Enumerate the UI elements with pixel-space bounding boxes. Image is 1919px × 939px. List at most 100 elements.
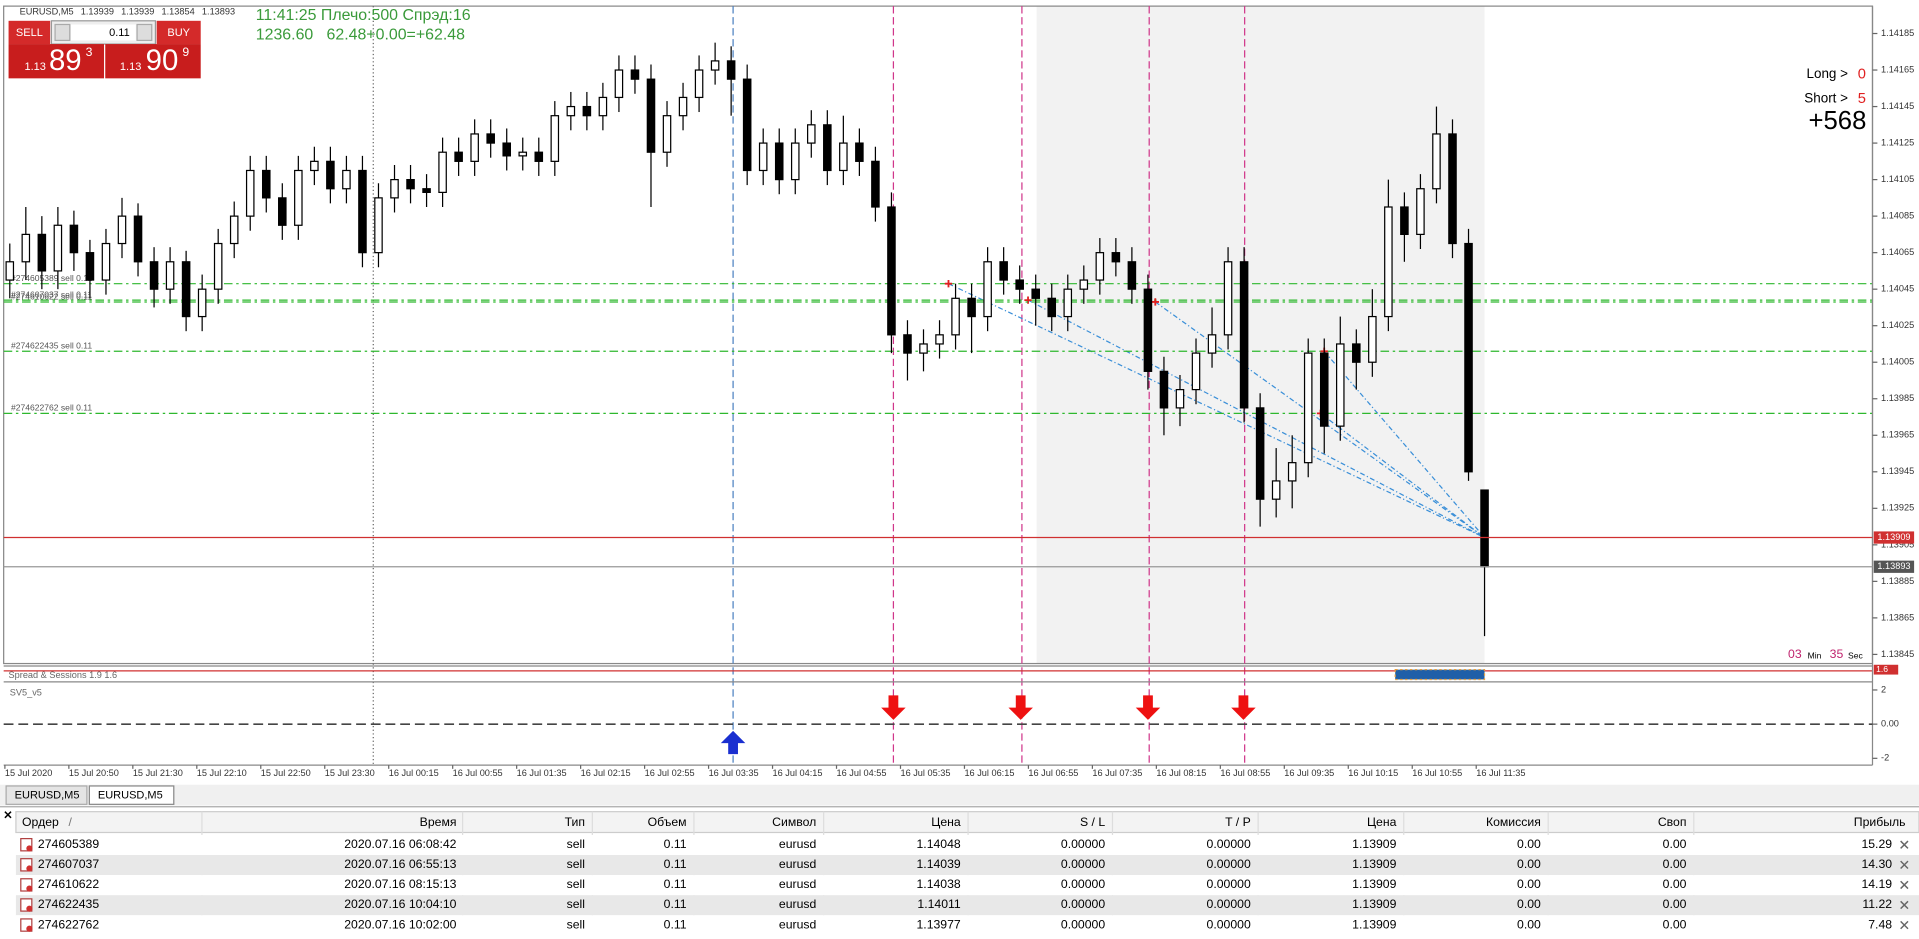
timer-unit: Sec: [1848, 650, 1863, 660]
session-bars: [1394, 669, 1486, 681]
candle-body: [1432, 133, 1441, 190]
x-tick-label: 16 Jul 05:35: [900, 768, 950, 778]
candle-body: [69, 224, 79, 254]
candle-body: [1271, 480, 1281, 500]
tab-label[interactable]: EURUSD,M5: [98, 790, 163, 802]
close-order[interactable]: [1900, 900, 1909, 910]
column-header: T / P: [1225, 815, 1251, 829]
x-tick-label: 15 Jul 23:30: [325, 768, 375, 778]
x-tick-label: 16 Jul 00:55: [453, 768, 503, 778]
candle-body: [614, 69, 624, 99]
table-row: [15, 834, 1919, 856]
table-row: [15, 855, 1919, 876]
candle-body: [1143, 288, 1153, 372]
y-tick-label: 0.00: [1881, 719, 1899, 729]
table-cell: 1.14039: [916, 857, 960, 871]
x-tick-label: 16 Jul 08:55: [1220, 768, 1270, 778]
y-tick-label: 1.13965: [1881, 430, 1914, 440]
candle-body: [903, 334, 912, 354]
column-header: Прибыль: [1854, 815, 1906, 829]
candle-body: [855, 142, 864, 162]
table-cell: eurusd: [779, 897, 817, 911]
close-order[interactable]: [1900, 920, 1909, 930]
candle-body: [117, 215, 127, 245]
buy-price[interactable]: [105, 44, 201, 79]
column-header: Ордер: [22, 815, 59, 829]
table-cell: sell: [567, 877, 585, 891]
tab-active[interactable]: [88, 785, 175, 805]
sell-button[interactable]: [8, 20, 51, 45]
table-cell: 0.00000: [1061, 917, 1105, 931]
order-label: #274605389 sell 0.11: [11, 273, 92, 283]
table-cell: 0.00000: [1061, 837, 1105, 851]
total-points: +568: [1809, 107, 1867, 135]
column-header: Своп: [1658, 815, 1687, 829]
candle-body: [1368, 315, 1377, 363]
table-cell: sell: [567, 857, 585, 871]
candle-body: [37, 233, 47, 272]
candle-body: [454, 151, 463, 162]
y-tick-label: 1.14085: [1881, 211, 1914, 221]
close-order[interactable]: [1900, 840, 1909, 849]
close-order[interactable]: [1900, 860, 1909, 870]
order-icon-dot: [26, 885, 33, 892]
lot-up[interactable]: [136, 23, 153, 42]
candle-body: [229, 215, 239, 245]
candle-body: [213, 242, 223, 290]
tab[interactable]: [5, 785, 88, 805]
sell-price[interactable]: [8, 44, 105, 79]
x-tick-label: 16 Jul 06:15: [964, 768, 1014, 778]
candle-body: [646, 78, 656, 153]
long-label: Long >: [1806, 66, 1848, 81]
table-cell: 0.11: [664, 857, 687, 871]
tab-label[interactable]: EURUSD,M5: [15, 790, 80, 802]
column-header: Комиссия: [1486, 815, 1541, 829]
candle-body: [1127, 261, 1137, 290]
ask-tag: [1873, 531, 1915, 544]
candle-body: [807, 124, 816, 144]
order-icon-dot: [26, 905, 33, 912]
candle-body: [1015, 279, 1024, 290]
table-cell: sell: [567, 837, 585, 851]
column-header: Объем: [648, 815, 687, 829]
buy-label[interactable]: BUY: [167, 27, 190, 39]
column-header: Тип: [565, 815, 585, 829]
close-panel[interactable]: [4, 811, 12, 819]
y-tick-label: 1.13845: [1881, 649, 1914, 659]
lot-down[interactable]: [54, 23, 71, 42]
table-cell: 0.11: [664, 837, 687, 851]
table-cell: 0.00000: [1061, 857, 1105, 871]
table-row: [15, 875, 1919, 896]
candle-body: [1175, 389, 1185, 409]
candle-body: [165, 261, 175, 290]
candle-body: [1207, 334, 1217, 354]
candle-body: [374, 197, 383, 254]
bid-tag: [1873, 560, 1915, 573]
order-icon: [20, 918, 33, 932]
close-order[interactable]: [1900, 880, 1909, 890]
sell-label[interactable]: SELL: [16, 27, 43, 39]
close-icon[interactable]: [4, 811, 12, 819]
x-tick-label: 16 Jul 04:15: [773, 768, 823, 778]
y-tick-label: 1.14065: [1881, 247, 1914, 257]
ohlc: 1.13939: [81, 7, 114, 17]
price-big: 89: [49, 44, 82, 77]
price-prefix: 1.13: [24, 61, 45, 73]
y-tick-label: 1.14105: [1881, 174, 1914, 184]
table-cell: 274622762: [38, 917, 99, 931]
order-label: #274610622 sell 0.11: [11, 291, 92, 301]
lot-input[interactable]: [70, 24, 136, 41]
candle-body: [342, 169, 351, 190]
buy-button[interactable]: [156, 20, 201, 45]
y-tick-label: 1.13865: [1881, 612, 1914, 622]
order-icon: [20, 878, 33, 892]
session-bar: [1394, 669, 1486, 681]
table-cell: eurusd: [779, 917, 817, 931]
x-tick-label: 15 Jul 22:50: [261, 768, 311, 778]
candle-body: [1384, 206, 1393, 318]
y-tick-label: 1.13885: [1881, 576, 1914, 586]
lot-value[interactable]: 0.11: [109, 27, 130, 39]
table-cell: 1.14038: [916, 877, 960, 891]
table-cell: 0.00: [1663, 857, 1687, 871]
